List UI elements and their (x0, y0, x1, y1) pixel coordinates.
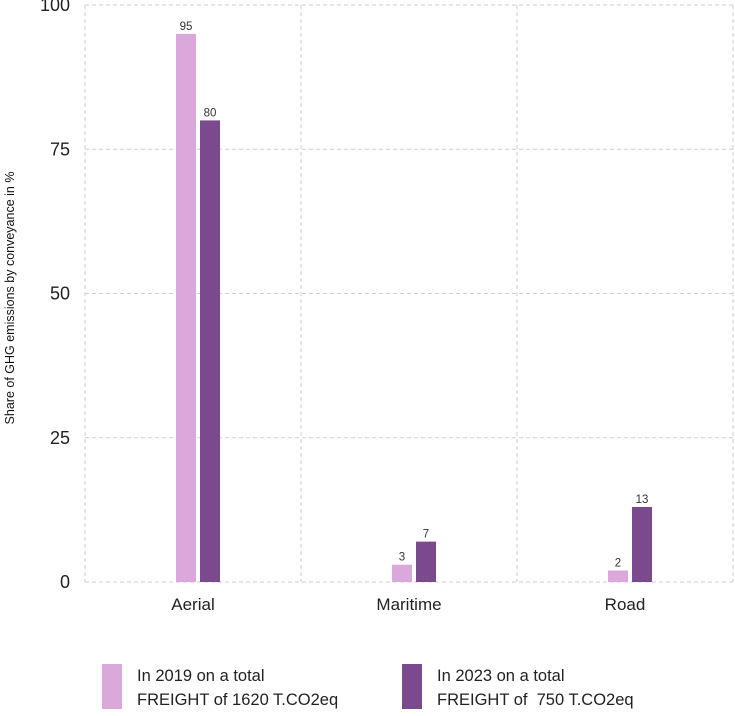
data-label-maritime-series-0: 3 (399, 552, 405, 564)
data-label-road-series-1: 13 (636, 494, 649, 506)
legend-item-2023: In 2023 on a total FREIGHT of 750 T.CO2e… (402, 664, 634, 712)
x-axis-ticks: Aerial Maritime Road (171, 595, 645, 614)
y-axis-ticks: 0 25 50 75 100 (40, 0, 70, 592)
legend-item-2019: In 2019 on a total FREIGHT of 1620 T.CO2… (102, 664, 338, 712)
y-tick-label-100: 100 (40, 0, 70, 15)
legend-label-2019: In 2019 on a total FREIGHT of 1620 T.CO2… (137, 667, 339, 709)
bar-maritime-series-1 (416, 541, 436, 582)
bar-aerial-series-1 (200, 120, 220, 583)
x-tick-label-aerial: Aerial (171, 595, 214, 614)
legend-swatch-2019 (102, 664, 122, 709)
bar-maritime-series-0 (392, 564, 412, 582)
legend-swatch-2023 (402, 664, 422, 709)
bars (176, 33, 652, 583)
data-label-road-series-0: 2 (615, 557, 621, 569)
legend-label-2023: In 2023 on a total FREIGHT of 750 T.CO2e… (437, 667, 634, 709)
data-labels: 95 3 2 80 7 13 (180, 21, 649, 570)
bar-road-series-0 (608, 570, 628, 582)
x-tick-label-road: Road (605, 595, 646, 614)
x-tick-label-maritime: Maritime (376, 595, 441, 614)
bar-road-series-1 (632, 506, 652, 582)
y-axis-label: Share of GHG emissions by conveyance in … (3, 172, 17, 425)
data-label-aerial-series-0: 95 (180, 21, 193, 33)
y-tick-label-25: 25 (50, 428, 70, 448)
y-tick-label-50: 50 (50, 284, 70, 304)
y-tick-label-0: 0 (60, 572, 70, 592)
bar-aerial-series-0 (176, 33, 196, 583)
data-label-aerial-series-1: 80 (204, 107, 217, 119)
y-tick-label-75: 75 (50, 139, 70, 159)
data-label-maritime-series-1: 7 (423, 529, 429, 541)
